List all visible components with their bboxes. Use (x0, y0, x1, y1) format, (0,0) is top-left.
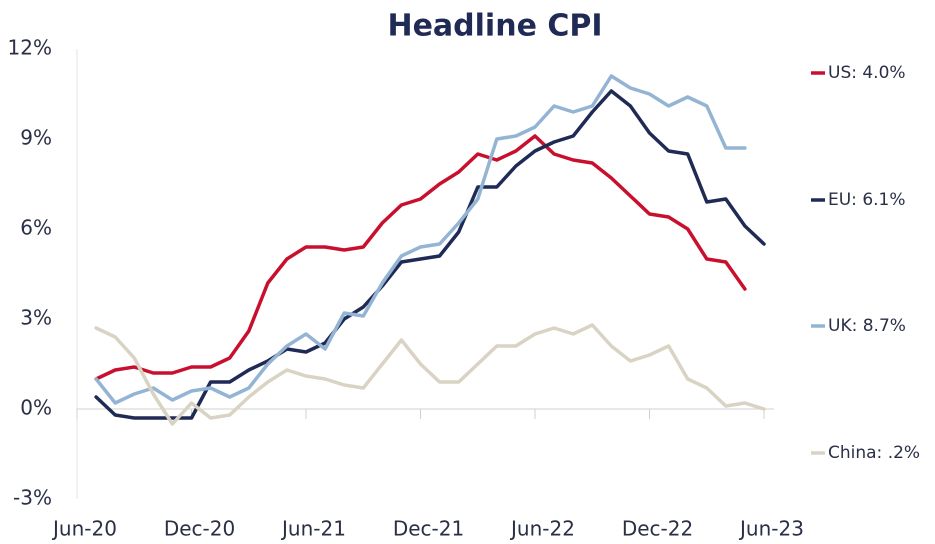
y-tick-label: 6% (20, 216, 52, 240)
x-tick-label: Dec-21 (393, 517, 464, 541)
x-tick-label: Jun-22 (509, 517, 575, 541)
x-tick-label: Jun-21 (280, 517, 346, 541)
y-tick-label: 0% (20, 396, 52, 420)
x-tick-label: Dec-22 (622, 517, 693, 541)
chart-title: Headline CPI (387, 9, 602, 44)
y-tick-label: 3% (20, 306, 52, 330)
series-line (94, 323, 766, 426)
y-tick-label: 9% (20, 126, 52, 150)
legend-label: US: 4.0% (828, 63, 906, 83)
y-tick-label: 12% (8, 36, 52, 60)
legend-label: EU: 6.1% (828, 190, 906, 210)
series-line (94, 74, 747, 405)
x-tick-label: Dec-20 (164, 517, 235, 541)
y-tick-label: -3% (13, 486, 52, 510)
x-tick-label: Jun-23 (738, 517, 804, 541)
x-tick-label: Jun-20 (51, 517, 117, 541)
series-line (94, 134, 747, 381)
legend-label: China: .2% (828, 443, 920, 463)
legend-label: UK: 8.7% (828, 316, 906, 336)
series-line (94, 89, 766, 420)
